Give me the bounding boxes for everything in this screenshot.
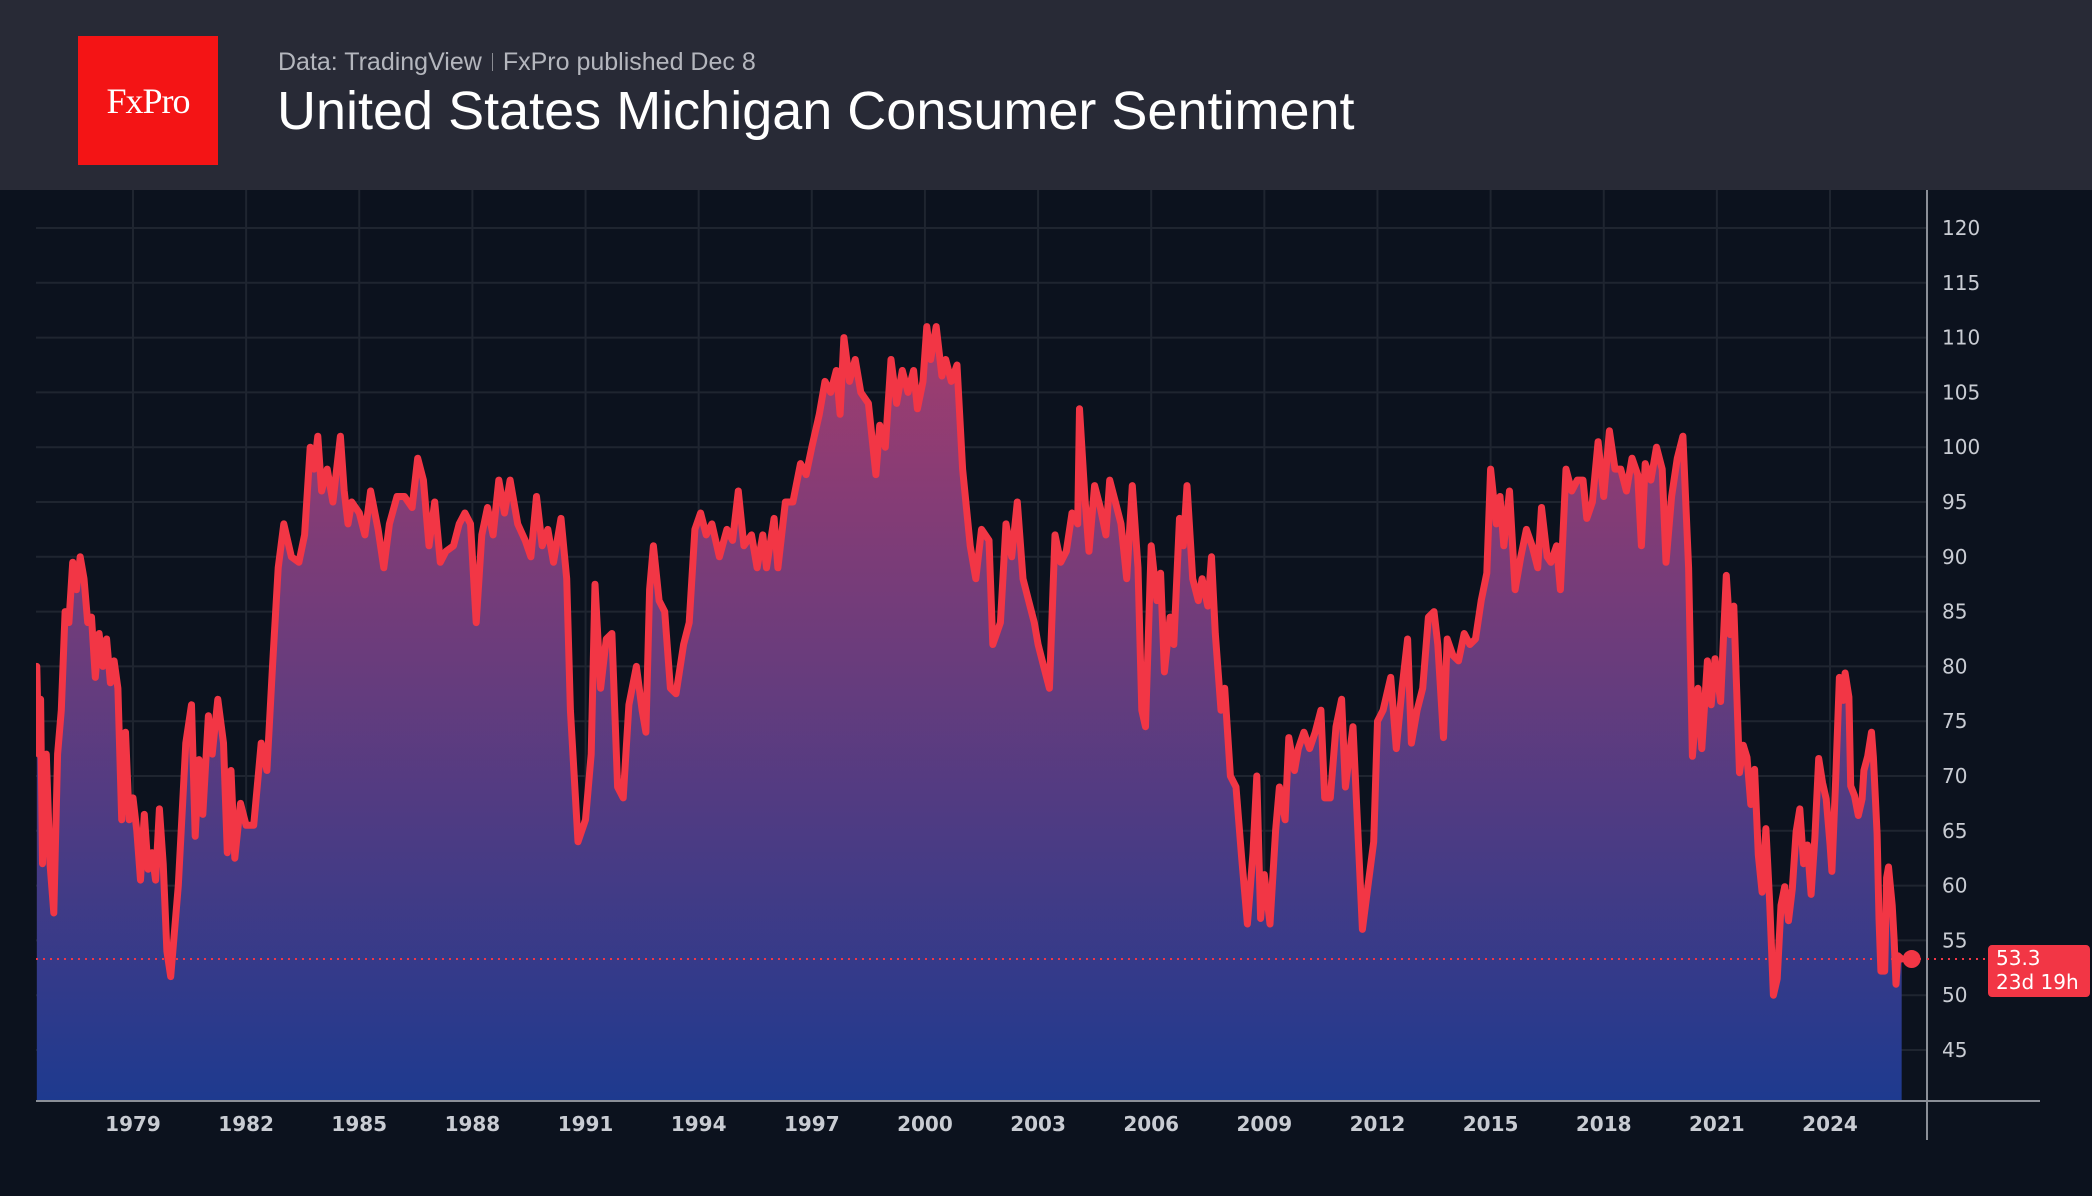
logo-text: FxPro	[106, 80, 190, 121]
x-tick-label: 1979	[105, 1112, 161, 1136]
last-value-label: 53.3	[1996, 946, 2041, 970]
y-tick-label: 70	[1942, 764, 1967, 788]
x-tick-label: 2021	[1689, 1112, 1745, 1136]
y-tick-label: 95	[1942, 490, 1967, 514]
y-tick-label: 120	[1942, 216, 1980, 240]
x-tick-label: 1988	[445, 1112, 501, 1136]
chart-title: United States Michigan Consumer Sentimen…	[277, 81, 1355, 141]
y-tick-label: 45	[1942, 1038, 1967, 1062]
x-tick-label: 2024	[1802, 1112, 1858, 1136]
y-tick-label: 115	[1942, 271, 1980, 295]
x-tick-label: 2015	[1463, 1112, 1519, 1136]
y-tick-label: 50	[1942, 983, 1967, 1007]
x-tick-label: 1985	[331, 1112, 387, 1136]
x-tick-label: 1997	[784, 1112, 840, 1136]
countdown-label: 23d 19h	[1996, 970, 2079, 994]
y-tick-label: 105	[1942, 380, 1980, 404]
x-tick-label: 2009	[1236, 1112, 1292, 1136]
last-value-dot	[1902, 950, 1921, 969]
y-tick-label: 60	[1942, 874, 1967, 898]
x-tick-label: 2006	[1123, 1112, 1179, 1136]
header: FxPro Data: TradingView FxPro published D…	[0, 0, 2092, 190]
y-tick-label: 85	[1942, 600, 1967, 624]
y-tick-label: 80	[1942, 654, 1967, 678]
x-tick-label: 2003	[1010, 1112, 1066, 1136]
x-tick-label: 1991	[558, 1112, 614, 1136]
subtitle: Data: TradingView FxPro published Dec 8	[278, 48, 756, 77]
x-tick-label: 2012	[1350, 1112, 1406, 1136]
x-tick-label: 1994	[671, 1112, 727, 1136]
x-tick-label: 2018	[1576, 1112, 1632, 1136]
published-date: FxPro published Dec 8	[502, 48, 756, 76]
separator	[491, 53, 493, 71]
y-tick-label: 65	[1942, 819, 1967, 843]
y-tick-label: 110	[1942, 326, 1980, 350]
data-source: Data: TradingView	[278, 48, 482, 76]
series-line	[36, 323, 1906, 999]
y-tick-label: 55	[1942, 928, 1967, 952]
x-tick-label: 1982	[218, 1112, 274, 1136]
x-tick-label: 2000	[897, 1112, 953, 1136]
area-fill	[36, 326, 1902, 1100]
y-tick-label: 100	[1942, 435, 1980, 459]
y-tick-label: 75	[1942, 709, 1967, 733]
last-value-badge: 53.3 23d 19h	[1988, 945, 2090, 998]
y-tick-label: 90	[1942, 545, 1967, 569]
fxpro-logo: FxPro	[78, 36, 218, 165]
